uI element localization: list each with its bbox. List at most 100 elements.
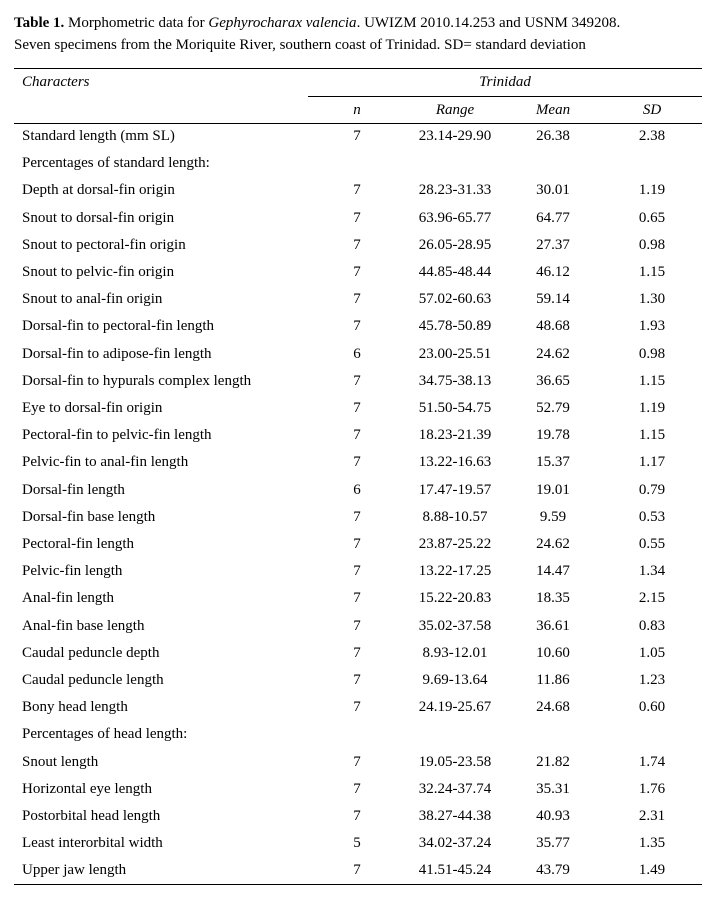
header-rule [14,123,702,124]
cell-mean: 11.86 [536,672,570,688]
cell-mean: 21.82 [536,753,570,770]
row-label: Postorbital head length [22,808,161,824]
cell-mean: 18.35 [536,590,570,607]
top-rule [14,68,702,69]
cell-range: 18.23-21.39 [418,427,492,444]
cell-n: 7 [353,590,361,607]
row-label: Dorsal-fin base length [22,508,156,525]
cell-n: 7 [353,536,361,552]
cell-sd: 1.19 [638,400,666,416]
column-header: Mean [535,102,571,118]
cell-n: 7 [353,400,361,416]
cell-n: 7 [353,291,361,308]
cell-mean: 48.68 [536,318,570,335]
cell-range: 51.50-54.75 [418,400,492,416]
cell-n: 7 [353,644,361,661]
cell-mean: 24.62 [536,536,570,552]
cell-sd: 1.15 [638,372,666,389]
cell-mean: 26.38 [536,128,570,144]
cell-range: 57.02-60.63 [418,291,492,308]
cell-range: 44.85-48.44 [418,264,492,280]
cell-mean: 35.77 [536,835,570,852]
cell-mean: 35.31 [536,780,570,797]
species-name: Gephyrocharax valencia [208,15,357,31]
cell-mean: 64.77 [536,209,570,226]
row-label: Dorsal-fin length [22,481,125,498]
row-label: Anal-fin base length [22,617,145,634]
cell-n: 7 [353,563,361,580]
cell-sd: 1.15 [638,427,666,444]
cell-mean: 14.47 [536,563,570,580]
cell-mean: 19.78 [536,427,570,444]
row-label: Snout to dorsal-fin origin [22,209,175,226]
cell-sd: 2.38 [638,128,666,144]
cell-n: 7 [353,617,361,634]
row-label: Pelvic-fin length [22,563,123,580]
caption-label: Table 1. [14,15,65,31]
cell-range: 15.22-20.83 [418,590,492,607]
cell-mean: 43.79 [536,862,570,879]
cell-range: 45.78-50.89 [418,318,492,335]
cell-n: 5 [353,835,361,852]
cell-mean: 30.01 [536,182,570,199]
cell-n: 6 [353,345,361,362]
cell-mean: 24.68 [536,699,570,716]
row-label: Depth at dorsal-fin origin [22,182,175,199]
cell-n: 7 [353,808,361,824]
cell-range: 23.87-25.22 [418,536,492,552]
cell-n: 7 [353,780,361,797]
cell-sd: 1.34 [638,563,666,580]
cell-sd: 1.76 [638,780,666,797]
row-label: Pectoral-fin to pelvic-fin length [22,427,212,444]
cell-n: 7 [353,372,361,389]
cell-mean: 15.37 [536,454,570,471]
cell-mean: 24.62 [536,345,570,362]
cell-n: 7 [353,236,361,253]
cell-mean: 52.79 [536,400,570,416]
cell-n: 7 [353,862,361,879]
cell-sd: 1.49 [638,862,666,879]
cell-range: 24.19-25.67 [418,699,492,716]
cell-mean: 36.61 [536,617,570,634]
cell-n: 7 [353,454,361,471]
cell-sd: 0.98 [638,236,666,253]
row-label: Bony head length [22,699,128,716]
cell-mean: 19.01 [536,481,570,498]
row-label: Caudal peduncle length [22,672,164,688]
cell-range: 13.22-17.25 [418,563,492,580]
table-caption: Table 1. Morphometric data for Gephyroch… [14,12,620,56]
row-label: Dorsal-fin to pectoral-fin length [22,318,215,335]
cell-range: 38.27-44.38 [418,808,492,824]
caption-text: . UWIZM 2010.14.253 and USNM 349208. [356,15,621,31]
row-label: Snout to pectoral-fin origin [22,236,186,253]
cell-sd: 0.98 [638,345,666,362]
group-rule [308,96,702,97]
row-label: Anal-fin length [22,590,115,607]
cell-n: 7 [353,753,361,770]
row-label: Standard length (mm SL) [22,128,175,144]
cell-sd: 0.65 [638,209,666,226]
cell-range: 34.75-38.13 [418,372,492,389]
row-label: Snout to anal-fin origin [22,291,163,308]
cell-range: 9.69-13.64 [422,672,488,688]
cell-n: 7 [353,699,361,716]
cell-sd: 1.17 [638,454,666,471]
cell-n: 7 [353,318,361,335]
cell-n: 7 [353,427,361,444]
cell-range: 13.22-16.63 [418,454,492,471]
cell-sd: 0.79 [638,481,666,498]
cell-range: 35.02-37.58 [418,617,492,634]
row-label: Pelvic-fin to anal-fin length [22,454,189,471]
cell-range: 17.47-19.57 [418,481,492,498]
cell-sd: 2.31 [638,808,666,824]
cell-sd: 0.60 [638,699,666,716]
column-header: Characters [22,74,90,90]
row-label: Least interorbital width [22,835,163,852]
column-header: SD [642,102,662,118]
cell-mean: 27.37 [536,236,570,253]
cell-n: 6 [353,481,361,498]
cell-sd: 1.93 [638,318,666,335]
cell-mean: 36.65 [536,372,570,389]
cell-range: 8.88-10.57 [422,508,488,525]
cell-range: 32.24-37.74 [418,780,492,797]
